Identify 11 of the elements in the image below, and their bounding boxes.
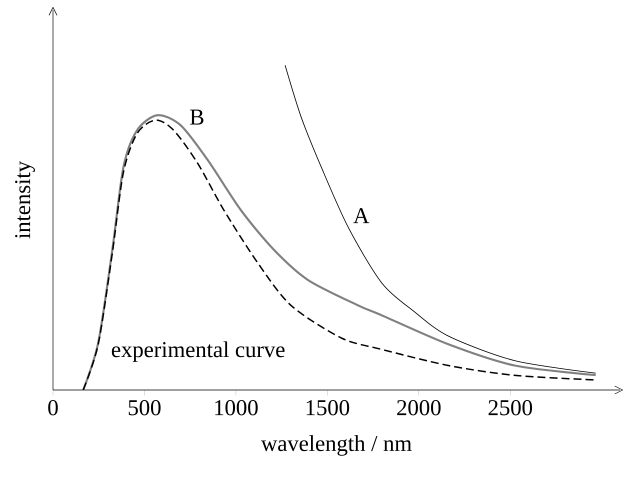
series-label: B — [190, 110, 204, 125]
x-tick-label: 0 — [48, 400, 58, 416]
y-axis-title: intensity — [15, 161, 35, 239]
x-axis-title: wavelength / nm — [260, 435, 412, 456]
x-tick-label: 2500 — [488, 400, 532, 416]
series-label: A — [353, 208, 370, 224]
x-tick-label: 1500 — [306, 400, 350, 416]
series-label: experimental curve — [112, 341, 285, 362]
x-tick-label: 1000 — [215, 400, 258, 416]
x-tick-label: 500 — [128, 400, 161, 416]
x-tick-label: 2000 — [397, 400, 441, 416]
